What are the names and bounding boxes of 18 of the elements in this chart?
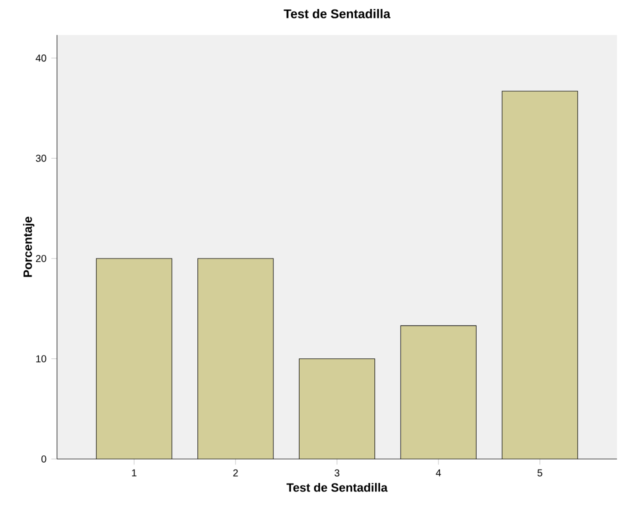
y-tick-label: 30: [36, 154, 46, 162]
y-tick-label: 40: [36, 54, 46, 62]
y-tick-label: 20: [36, 254, 46, 262]
x-tick-label: 2: [233, 469, 238, 476]
x-tick-label: 1: [132, 469, 136, 476]
bar: [96, 258, 172, 459]
bar: [400, 326, 476, 459]
x-tick-label: 4: [436, 469, 441, 476]
chart-title: Test de Sentadilla: [284, 8, 390, 18]
y-tick-label: 0: [41, 455, 46, 463]
y-tick-label: 10: [36, 355, 46, 362]
bar: [502, 90, 578, 459]
x-axis-title: Test de Sentadilla: [286, 482, 388, 492]
x-tick-label: 3: [334, 469, 340, 476]
y-axis-title: Porcentaje: [23, 216, 34, 277]
bar: [299, 358, 375, 459]
bar: [198, 258, 274, 459]
x-tick-label: 5: [538, 469, 542, 476]
